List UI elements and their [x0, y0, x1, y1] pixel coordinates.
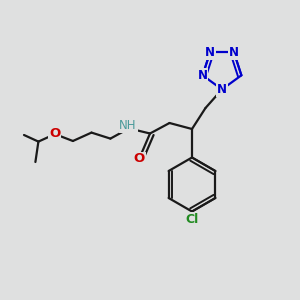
Text: N: N — [217, 83, 227, 96]
Text: NH: NH — [119, 119, 137, 132]
Text: N: N — [229, 46, 239, 59]
Text: O: O — [134, 152, 145, 166]
Text: N: N — [205, 46, 215, 59]
Text: Cl: Cl — [185, 213, 199, 226]
Text: N: N — [198, 69, 208, 82]
Text: O: O — [49, 127, 61, 140]
